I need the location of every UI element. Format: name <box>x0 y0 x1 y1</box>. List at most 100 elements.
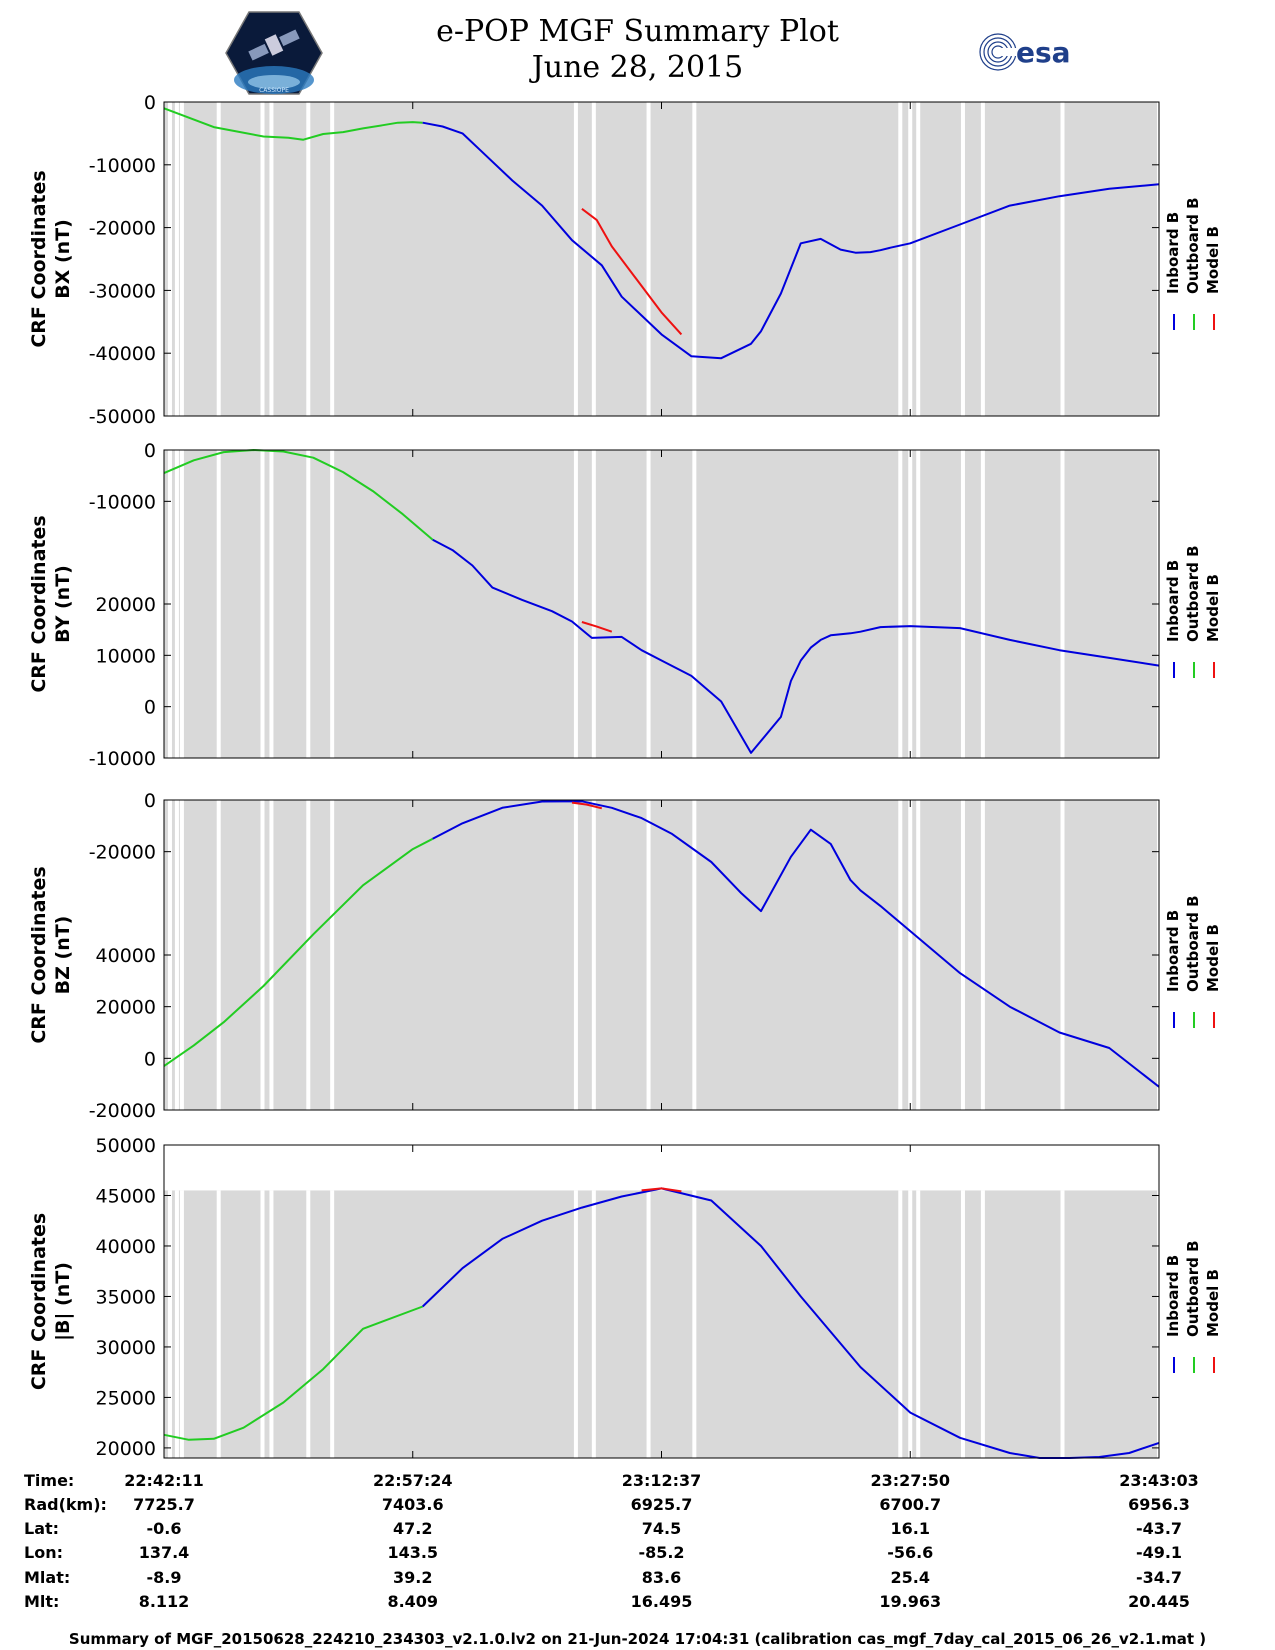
y-axis-label: CRF Coordinates |B| (nT) <box>28 1213 74 1390</box>
data-gap-stripe <box>1060 450 1065 758</box>
data-gap-stripe <box>330 1190 335 1458</box>
legend-label: Outboard B <box>1184 545 1202 642</box>
info-cell: 7403.6 <box>382 1495 444 1514</box>
data-gap-stripe <box>908 1190 913 1458</box>
info-cell: -85.2 <box>638 1543 684 1562</box>
y-axis-label-line2: |B| (nT) <box>52 1262 74 1341</box>
y-tick-label: 45000 <box>96 1185 156 1207</box>
data-gap-stripe <box>908 450 913 758</box>
series-line-model-b <box>571 801 603 810</box>
y-tick-label: 0 <box>144 697 156 719</box>
y-tick-label: 50000 <box>96 1135 156 1157</box>
panel-1: 0 -10000 -20000 -30000 -40000 -50000 CRF Coord… <box>28 92 1222 428</box>
info-cell: 47.2 <box>393 1519 432 1538</box>
data-gap-stripe <box>179 102 184 416</box>
data-gap-stripe <box>573 1190 578 1458</box>
panel-2: 0 -10000 20000 10000 0 -10000 CRF Coordinates B… <box>28 440 1222 770</box>
info-cell: -56.6 <box>887 1543 933 1562</box>
info-cell: -43.7 <box>1136 1519 1182 1538</box>
info-cell: 19.963 <box>879 1592 941 1611</box>
data-gap-stripe <box>960 102 965 416</box>
info-cell: 137.4 <box>139 1543 190 1562</box>
y-tick-label: 10000 <box>96 645 156 667</box>
legend: Inboard B Outboard B Model B <box>1164 1240 1222 1373</box>
data-gap-stripe <box>646 1190 651 1458</box>
series-line-outboard-b <box>163 449 434 541</box>
data-gap-stripe <box>167 1190 172 1458</box>
info-cell: 6700.7 <box>879 1495 941 1514</box>
data-gap-stripe <box>980 800 985 1110</box>
y-tick-label: 20000 <box>96 1438 156 1460</box>
data-gap-stripe <box>1060 102 1065 416</box>
info-cell: 22:42:11 <box>124 1471 204 1490</box>
plot-title: e-POP MGF Summary Plot <box>436 14 839 49</box>
data-gap-stripe <box>167 102 172 416</box>
info-cell: 143.5 <box>387 1543 438 1562</box>
info-cell: 8.112 <box>139 1592 190 1611</box>
data-gap-stripe <box>898 450 903 758</box>
info-cell: 6925.7 <box>631 1495 693 1514</box>
data-gap-stripe <box>216 800 221 1110</box>
y-tick-label: 40000 <box>96 945 156 967</box>
y-tick-label: -30000 <box>89 280 156 302</box>
info-cell: 7725.7 <box>133 1495 195 1514</box>
series-line-outboard-b <box>163 107 423 141</box>
y-tick-label: -20000 <box>89 218 156 240</box>
data-gap-stripe <box>646 102 651 416</box>
coverage-band <box>164 102 1159 416</box>
data-gap-stripe <box>960 800 965 1110</box>
info-cell: 8.409 <box>387 1592 438 1611</box>
info-row-label: Mlt: <box>24 1592 59 1611</box>
data-gap-stripe <box>908 800 913 1110</box>
y-tick-label: -10000 <box>89 155 156 177</box>
footer-caption: Summary of MGF_20150628_224210_234303_v2… <box>68 1630 1207 1648</box>
data-gap-stripe <box>1060 800 1065 1110</box>
data-gap-stripe <box>980 102 985 416</box>
info-cell: 74.5 <box>642 1519 681 1538</box>
info-cell: 83.6 <box>642 1568 681 1587</box>
data-gap-stripe <box>692 1190 697 1458</box>
info-row-label: Lon: <box>24 1543 63 1562</box>
series-line-inboard-b <box>422 121 1160 360</box>
series-line-outboard-b <box>163 1305 424 1441</box>
y-tick-label: -40000 <box>89 343 156 365</box>
series-line-model-b <box>641 1187 682 1193</box>
y-tick-label: 20000 <box>96 997 156 1019</box>
data-gap-stripe <box>960 1190 965 1458</box>
data-gap-stripe <box>692 450 697 758</box>
info-row-label: Lat: <box>24 1519 59 1538</box>
series-line-inboard-b <box>432 800 1160 1088</box>
data-gap-stripe <box>260 450 265 758</box>
y-tick-label: 25000 <box>96 1387 156 1409</box>
data-gap-stripe <box>174 102 179 416</box>
data-gap-stripe <box>591 1190 596 1458</box>
data-gap-stripe <box>306 800 311 1110</box>
info-cell: -8.9 <box>147 1568 182 1587</box>
series-line-model-b <box>581 621 613 633</box>
legend-label: Model B <box>1204 226 1222 294</box>
data-gap-stripe <box>591 800 596 1110</box>
cassiope-logo-caption: CASSIOPE <box>259 87 289 94</box>
legend-label: Inboard B <box>1164 560 1182 642</box>
data-gap-stripe <box>916 102 921 416</box>
y-tick-label: 20000 <box>96 594 156 616</box>
info-row-label: Rad(km): <box>24 1495 107 1514</box>
y-axis-label-line1: CRF Coordinates <box>28 170 50 347</box>
data-gap-stripe <box>216 450 221 758</box>
legend: Inboard B Outboard B Model B <box>1164 197 1222 330</box>
info-cell: 16.1 <box>891 1519 930 1538</box>
y-tick-label: 40000 <box>96 1236 156 1258</box>
y-tick-label: -20000 <box>89 1100 156 1122</box>
data-gap-stripe <box>174 1190 179 1458</box>
orbit-info-table: Time: Rad(km): Lat: Lon: Mlat: Mlt: 22:42:11 77… <box>24 1471 1199 1611</box>
y-axis-label-line1: CRF Coordinates <box>28 515 50 692</box>
data-gap-stripe <box>591 450 596 758</box>
data-gap-stripe <box>174 450 179 758</box>
y-tick-label: 0 <box>144 1048 156 1070</box>
y-tick-label: 0 <box>144 440 156 462</box>
data-gap-stripe <box>306 102 311 416</box>
info-cell: 16.495 <box>631 1592 693 1611</box>
legend-label: Model B <box>1204 574 1222 642</box>
info-cell: 25.4 <box>891 1568 930 1587</box>
data-gap-stripe <box>269 102 274 416</box>
